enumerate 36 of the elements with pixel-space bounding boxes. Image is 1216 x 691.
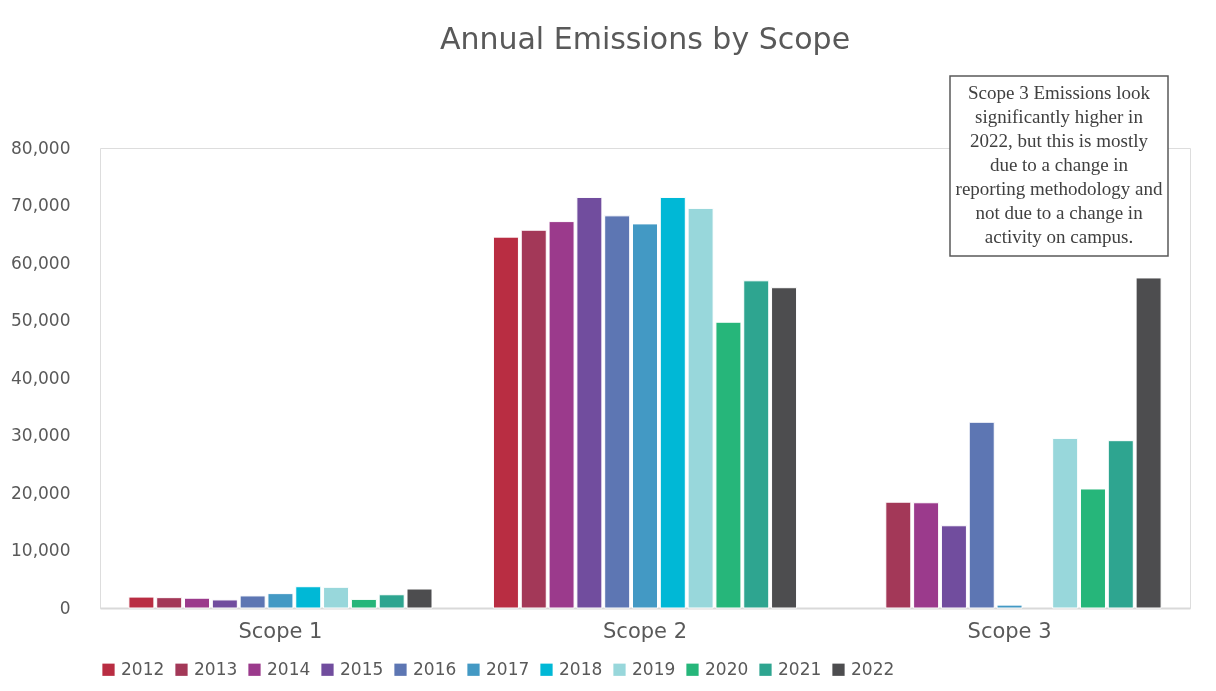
bar (885, 501, 912, 609)
y-tick-label: 60,000 (11, 252, 71, 273)
legend-label: 2021 (778, 658, 822, 679)
legend-label: 2020 (705, 658, 749, 679)
bar (771, 287, 798, 609)
annotation: Scope 3 Emissions look significantly higher in 2022, but this is mostly due to a change in reporting methodology and not due to a change in activity on campus. (955, 82, 1163, 247)
y-tick-label: 20,000 (11, 482, 71, 503)
x-tick-label: Scope 3 (967, 618, 1052, 643)
y-tick-label: 0 (59, 597, 71, 618)
y-tick-label: 10,000 (11, 540, 71, 560)
legend-label: 2012 (121, 658, 165, 679)
legend-label: 2014 (267, 658, 311, 679)
bar (184, 597, 211, 609)
legend-label: 2013 (194, 658, 238, 679)
x-tick-label: Scope 1 (238, 618, 323, 643)
legend-label: 2016 (413, 658, 457, 679)
legend-label: 2018 (559, 658, 603, 679)
y-tick-label: 80,000 (11, 137, 71, 158)
y-tick-label: 70,000 (11, 195, 71, 215)
y-tick-label: 40,000 (11, 367, 71, 388)
legend-label: 2015 (340, 658, 384, 679)
chart-title: Annual Emissions by Scope (439, 21, 851, 57)
bar (1052, 437, 1079, 609)
legend-label: 2019 (632, 658, 676, 679)
bar (1079, 488, 1106, 609)
legend-label: 2017 (486, 658, 530, 679)
y-tick-label: 50,000 (11, 310, 71, 330)
bar (323, 586, 350, 609)
legend-label: 2022 (851, 658, 895, 679)
bar (913, 502, 940, 609)
bar (350, 598, 377, 609)
y-tick-label: 30,000 (11, 425, 71, 445)
bar (632, 223, 658, 609)
bar (940, 525, 967, 609)
x-tick-label: Scope 2 (602, 618, 688, 643)
bar (492, 236, 519, 609)
